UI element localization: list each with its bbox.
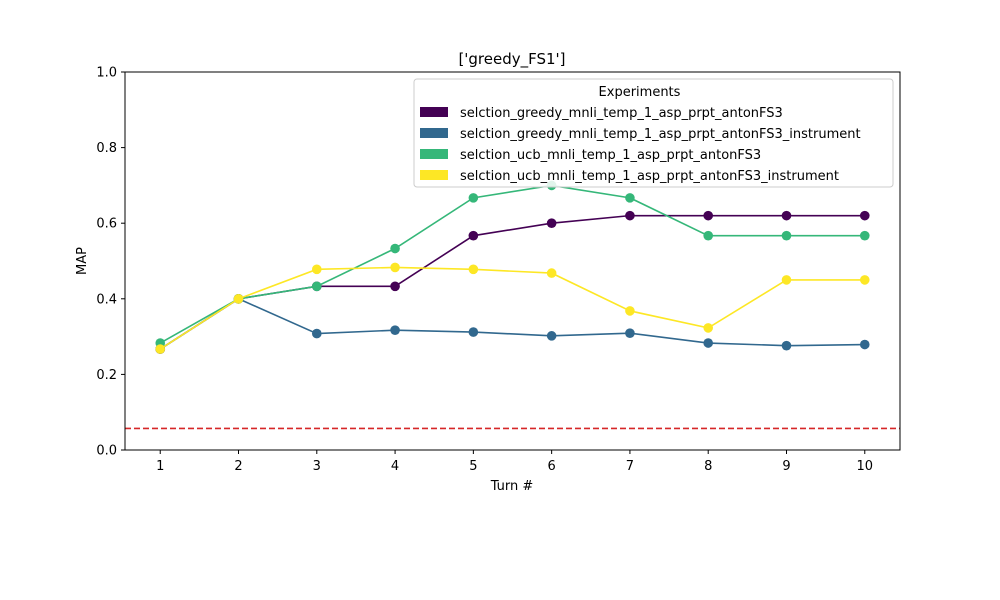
x-tick-label: 3 bbox=[313, 459, 321, 474]
series-1-point bbox=[703, 210, 714, 221]
series-4-point bbox=[233, 294, 244, 304]
y-tick-label: 0.0 bbox=[96, 444, 117, 459]
x-tick-label: 7 bbox=[626, 459, 634, 474]
series-3-point bbox=[311, 281, 322, 292]
x-tick-label: 10 bbox=[856, 459, 873, 474]
y-tick-label: 1.0 bbox=[96, 66, 117, 81]
series-2-point bbox=[781, 340, 792, 351]
series-3-point bbox=[468, 193, 479, 203]
series-3-point bbox=[703, 230, 714, 241]
series-2-point bbox=[703, 338, 714, 348]
series-2-point bbox=[468, 327, 479, 337]
plot-frame bbox=[124, 71, 901, 451]
plot-area: 0.0 0.2 0.4 0.6 0.8 1.0 1 2 3 4 5 6 7 8 9 10 bbox=[96, 66, 901, 474]
y-axis-label: MAP bbox=[75, 247, 90, 275]
legend-swatch-3 bbox=[420, 149, 448, 159]
x-tick-label: 9 bbox=[782, 459, 790, 474]
series-3-point bbox=[625, 193, 635, 203]
series-4-point bbox=[311, 264, 322, 275]
y-tick-label: 0.6 bbox=[96, 217, 117, 232]
series-4-point bbox=[155, 344, 166, 354]
chart-title: ['greedy_FS1'] bbox=[458, 50, 565, 69]
series-2-point bbox=[311, 328, 322, 339]
series-2-point bbox=[625, 328, 635, 338]
x-tick-label: 2 bbox=[234, 459, 242, 474]
series-4-point bbox=[625, 306, 635, 316]
x-tick-label: 1 bbox=[156, 459, 164, 474]
series-1-point bbox=[781, 210, 792, 221]
series-3-point bbox=[390, 243, 400, 254]
series-1-point bbox=[468, 230, 479, 241]
series-4-point bbox=[859, 275, 870, 285]
series-1-point bbox=[390, 281, 400, 292]
series-line-2 bbox=[159, 297, 865, 350]
y-tick-label: 0.8 bbox=[96, 141, 117, 156]
series-1-point bbox=[625, 210, 635, 221]
legend-label-4: selction_ucb_mnli_temp_1_asp_prpt_antonF… bbox=[460, 169, 839, 184]
legend-swatch-1 bbox=[420, 107, 448, 117]
series-3-point bbox=[781, 230, 792, 241]
legend-title: Experiments bbox=[599, 85, 681, 100]
series-2-point bbox=[390, 325, 400, 335]
legend-label-3: selction_ucb_mnli_temp_1_asp_prpt_antonF… bbox=[460, 148, 761, 163]
x-tick-label: 8 bbox=[704, 459, 712, 474]
series-4-point bbox=[468, 264, 479, 275]
x-tick-label: 4 bbox=[391, 459, 399, 474]
x-tick-label: 5 bbox=[469, 459, 477, 474]
series-4-point bbox=[390, 262, 400, 273]
series-line-4 bbox=[159, 266, 865, 350]
legend-label-1: selction_greedy_mnli_temp_1_asp_prpt_ant… bbox=[460, 106, 783, 121]
x-tick-label: 6 bbox=[548, 459, 556, 474]
legend-label-2: selction_greedy_mnli_temp_1_asp_prpt_ant… bbox=[460, 127, 861, 142]
y-tick-label: 0.2 bbox=[96, 368, 117, 383]
series-line-3 bbox=[159, 184, 865, 344]
series-4-point bbox=[703, 323, 714, 333]
series-1-point bbox=[546, 218, 557, 228]
y-tick-label: 0.4 bbox=[96, 292, 117, 307]
legend-box bbox=[413, 78, 894, 188]
x-axis-label: Turn # bbox=[490, 479, 534, 494]
series-2-point bbox=[546, 331, 557, 341]
series-2-point bbox=[859, 339, 870, 350]
series-4-point bbox=[546, 268, 557, 278]
legend-swatch-4 bbox=[420, 170, 448, 180]
legend-swatch-2 bbox=[420, 128, 448, 138]
series-1-point bbox=[859, 210, 870, 221]
legend: Experiments selction_greedy_mnli_temp_1_a… bbox=[413, 78, 894, 188]
series-3-point bbox=[859, 230, 870, 241]
series-4-point bbox=[781, 275, 792, 285]
